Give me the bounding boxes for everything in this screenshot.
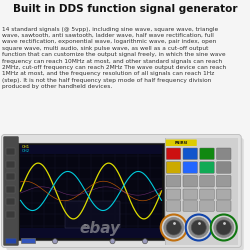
Text: ebay: ebay [80, 221, 120, 236]
Circle shape [164, 218, 184, 238]
Bar [165, 138, 238, 244]
Text: °: ° [82, 224, 86, 233]
Bar [6, 148, 15, 155]
Bar [20, 144, 162, 238]
FancyBboxPatch shape [3, 136, 19, 246]
Circle shape [52, 239, 58, 244]
FancyBboxPatch shape [216, 189, 231, 200]
FancyBboxPatch shape [6, 138, 244, 250]
Text: CH2: CH2 [21, 149, 29, 153]
FancyBboxPatch shape [216, 176, 231, 187]
FancyBboxPatch shape [166, 162, 181, 173]
Circle shape [166, 220, 181, 235]
Circle shape [189, 218, 209, 238]
FancyBboxPatch shape [183, 189, 198, 200]
Bar [20, 228, 162, 237]
Circle shape [161, 214, 187, 240]
Bar [4, 138, 18, 244]
Circle shape [110, 239, 115, 244]
FancyBboxPatch shape [200, 201, 214, 211]
Circle shape [186, 214, 212, 240]
Circle shape [211, 214, 237, 240]
FancyBboxPatch shape [2, 134, 241, 248]
FancyBboxPatch shape [200, 162, 214, 173]
Circle shape [142, 239, 148, 244]
FancyBboxPatch shape [200, 176, 214, 187]
Bar [20, 144, 162, 154]
Text: FNIRSI: FNIRSI [174, 141, 188, 145]
Circle shape [214, 218, 234, 238]
FancyBboxPatch shape [200, 148, 214, 160]
Bar [21, 238, 35, 243]
Circle shape [216, 220, 231, 235]
FancyBboxPatch shape [216, 148, 231, 160]
Bar [6, 173, 15, 180]
FancyBboxPatch shape [183, 201, 198, 211]
FancyBboxPatch shape [6, 238, 16, 244]
FancyBboxPatch shape [183, 162, 198, 173]
FancyBboxPatch shape [183, 176, 198, 187]
Text: Built in DDS function signal generator: Built in DDS function signal generator [13, 4, 237, 14]
Bar [6, 198, 15, 205]
Text: 14 standard signals (@ 5vpp), including sine wave, square wave, triangle
wave, s: 14 standard signals (@ 5vpp), including … [2, 26, 226, 89]
FancyBboxPatch shape [166, 148, 181, 160]
FancyBboxPatch shape [166, 189, 181, 200]
Bar [6, 186, 15, 192]
Bar [6, 210, 15, 218]
Bar [65, 200, 120, 228]
Bar [6, 160, 15, 168]
FancyBboxPatch shape [216, 162, 231, 173]
FancyBboxPatch shape [200, 189, 214, 200]
Bar [18, 142, 164, 240]
FancyBboxPatch shape [166, 201, 181, 211]
FancyBboxPatch shape [216, 201, 231, 211]
Bar [164, 138, 166, 244]
Text: CH1: CH1 [21, 146, 29, 150]
FancyBboxPatch shape [166, 176, 181, 187]
FancyBboxPatch shape [166, 140, 197, 146]
Circle shape [191, 220, 206, 235]
FancyBboxPatch shape [183, 148, 198, 160]
